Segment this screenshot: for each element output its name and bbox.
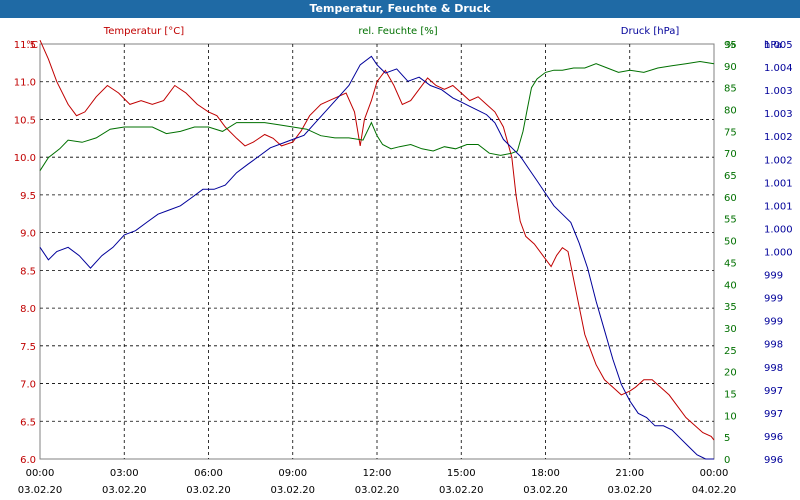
pressure-tick-label: 998 — [764, 363, 783, 374]
temperature-tick-label: 7.5 — [20, 342, 36, 353]
x-tick-date-label: 03.02.20 — [186, 485, 231, 496]
pressure-tick-label: 999 — [764, 317, 783, 328]
pressure-tick-label: 999 — [764, 294, 783, 305]
x-tick-time-label: 00:00 — [700, 468, 729, 479]
temperature-tick-label: 6.0 — [20, 455, 36, 466]
pressure-tick-label: 996 — [764, 455, 783, 466]
temperature-tick-label: 6.5 — [20, 417, 36, 428]
humidity-tick-label: 10 — [724, 411, 737, 422]
plot-area — [39, 43, 715, 460]
humidity-tick-label: 30 — [724, 324, 737, 335]
humidity-tick-label: 0 — [724, 455, 730, 466]
humidity-tick-label: 55 — [724, 215, 737, 226]
temperature-axis-unit: °C — [26, 40, 38, 51]
pressure-tick-label: 999 — [764, 271, 783, 282]
temperature-tick-label: 9.0 — [20, 229, 36, 240]
humidity-tick-label: 50 — [724, 237, 737, 248]
temperature-tick-label: 9.5 — [20, 191, 36, 202]
pressure-tick-label: 1.000 — [764, 224, 793, 235]
pressure-tick-label: 1.002 — [764, 132, 793, 143]
temperature-tick-label: 8.5 — [20, 266, 36, 277]
humidity-tick-label: 75 — [724, 127, 737, 138]
pressure-tick-label: 1.001 — [764, 201, 793, 212]
humidity-tick-label: 15 — [724, 389, 737, 400]
humidity-tick-label: 25 — [724, 346, 737, 357]
x-tick-date-label: 04.02.20 — [692, 485, 737, 496]
legend-pressure: Druck [hPa] — [621, 26, 680, 37]
series-layer — [39, 39, 715, 460]
pressure-tick-label: 1.001 — [764, 178, 793, 189]
pressure-tick-label: 1.004 — [764, 63, 793, 74]
humidity-tick-label: 85 — [724, 84, 737, 95]
pressure-tick-label: 1.005 — [764, 40, 793, 51]
x-tick-date-label: 03.02.20 — [355, 485, 400, 496]
temperature-tick-label: 11.5 — [14, 40, 36, 51]
pressure-line — [39, 55, 714, 460]
legend-temperature: Temperatur [°C] — [103, 26, 184, 37]
humidity-axis-unit: % — [726, 40, 736, 51]
x-tick-date-label: 03.02.20 — [439, 485, 484, 496]
temperature-tick-label: 7.0 — [20, 380, 36, 391]
pressure-tick-label: 1.002 — [764, 155, 793, 166]
chart-title: Temperatur, Feuchte & Druck — [0, 0, 800, 18]
temperature-tick-label: 10.5 — [14, 115, 36, 126]
x-tick-time-label: 15:00 — [447, 468, 476, 479]
humidity-tick-label: 20 — [724, 368, 737, 379]
humidity-tick-label: 40 — [724, 280, 737, 291]
x-tick-time-label: 00:00 — [26, 468, 55, 479]
temperature-line — [39, 39, 715, 441]
x-tick-time-label: 18:00 — [531, 468, 560, 479]
humidity-tick-label: 70 — [724, 149, 737, 160]
x-tick-date-label: 03.02.20 — [102, 485, 147, 496]
pressure-tick-label: 996 — [764, 432, 783, 443]
pressure-tick-label: 1.003 — [764, 86, 793, 97]
x-tick-time-label: 06:00 — [194, 468, 223, 479]
pressure-tick-label: 997 — [764, 409, 783, 420]
pressure-tick-label: 1.000 — [764, 248, 793, 259]
humidity-tick-label: 95 — [724, 40, 737, 51]
pressure-tick-label: 1.003 — [764, 109, 793, 120]
x-tick-time-label: 21:00 — [615, 468, 644, 479]
axes: 00:00 03.02.20 03:00 03.02.20 06:00 03.02.20 0… — [14, 40, 793, 496]
temperature-tick-label: 10.0 — [14, 153, 36, 164]
pressure-tick-label: 997 — [764, 386, 783, 397]
temperature-tick-label: 11.0 — [14, 78, 36, 89]
humidity-tick-label: 80 — [724, 106, 737, 117]
x-tick-date-label: 03.02.20 — [523, 485, 568, 496]
humidity-line — [39, 60, 715, 171]
humidity-tick-label: 90 — [724, 62, 737, 73]
temperature-tick-label: 8.0 — [20, 304, 36, 315]
x-tick-time-label: 09:00 — [278, 468, 307, 479]
x-tick-date-label: 03.02.20 — [18, 485, 63, 496]
humidity-tick-label: 35 — [724, 302, 737, 313]
humidity-tick-label: 5 — [724, 433, 730, 444]
x-tick-time-label: 12:00 — [363, 468, 392, 479]
humidity-tick-label: 45 — [724, 258, 737, 269]
humidity-tick-label: 60 — [724, 193, 737, 204]
pressure-tick-label: 998 — [764, 340, 783, 351]
humidity-tick-label: 65 — [724, 171, 737, 182]
x-tick-time-label: 03:00 — [110, 468, 139, 479]
x-tick-date-label: 03.02.20 — [607, 485, 652, 496]
legend-humidity: rel. Feuchte [%] — [358, 26, 437, 37]
pressure-axis-unit: hPa — [764, 40, 782, 51]
x-tick-date-label: 03.02.20 — [270, 485, 315, 496]
